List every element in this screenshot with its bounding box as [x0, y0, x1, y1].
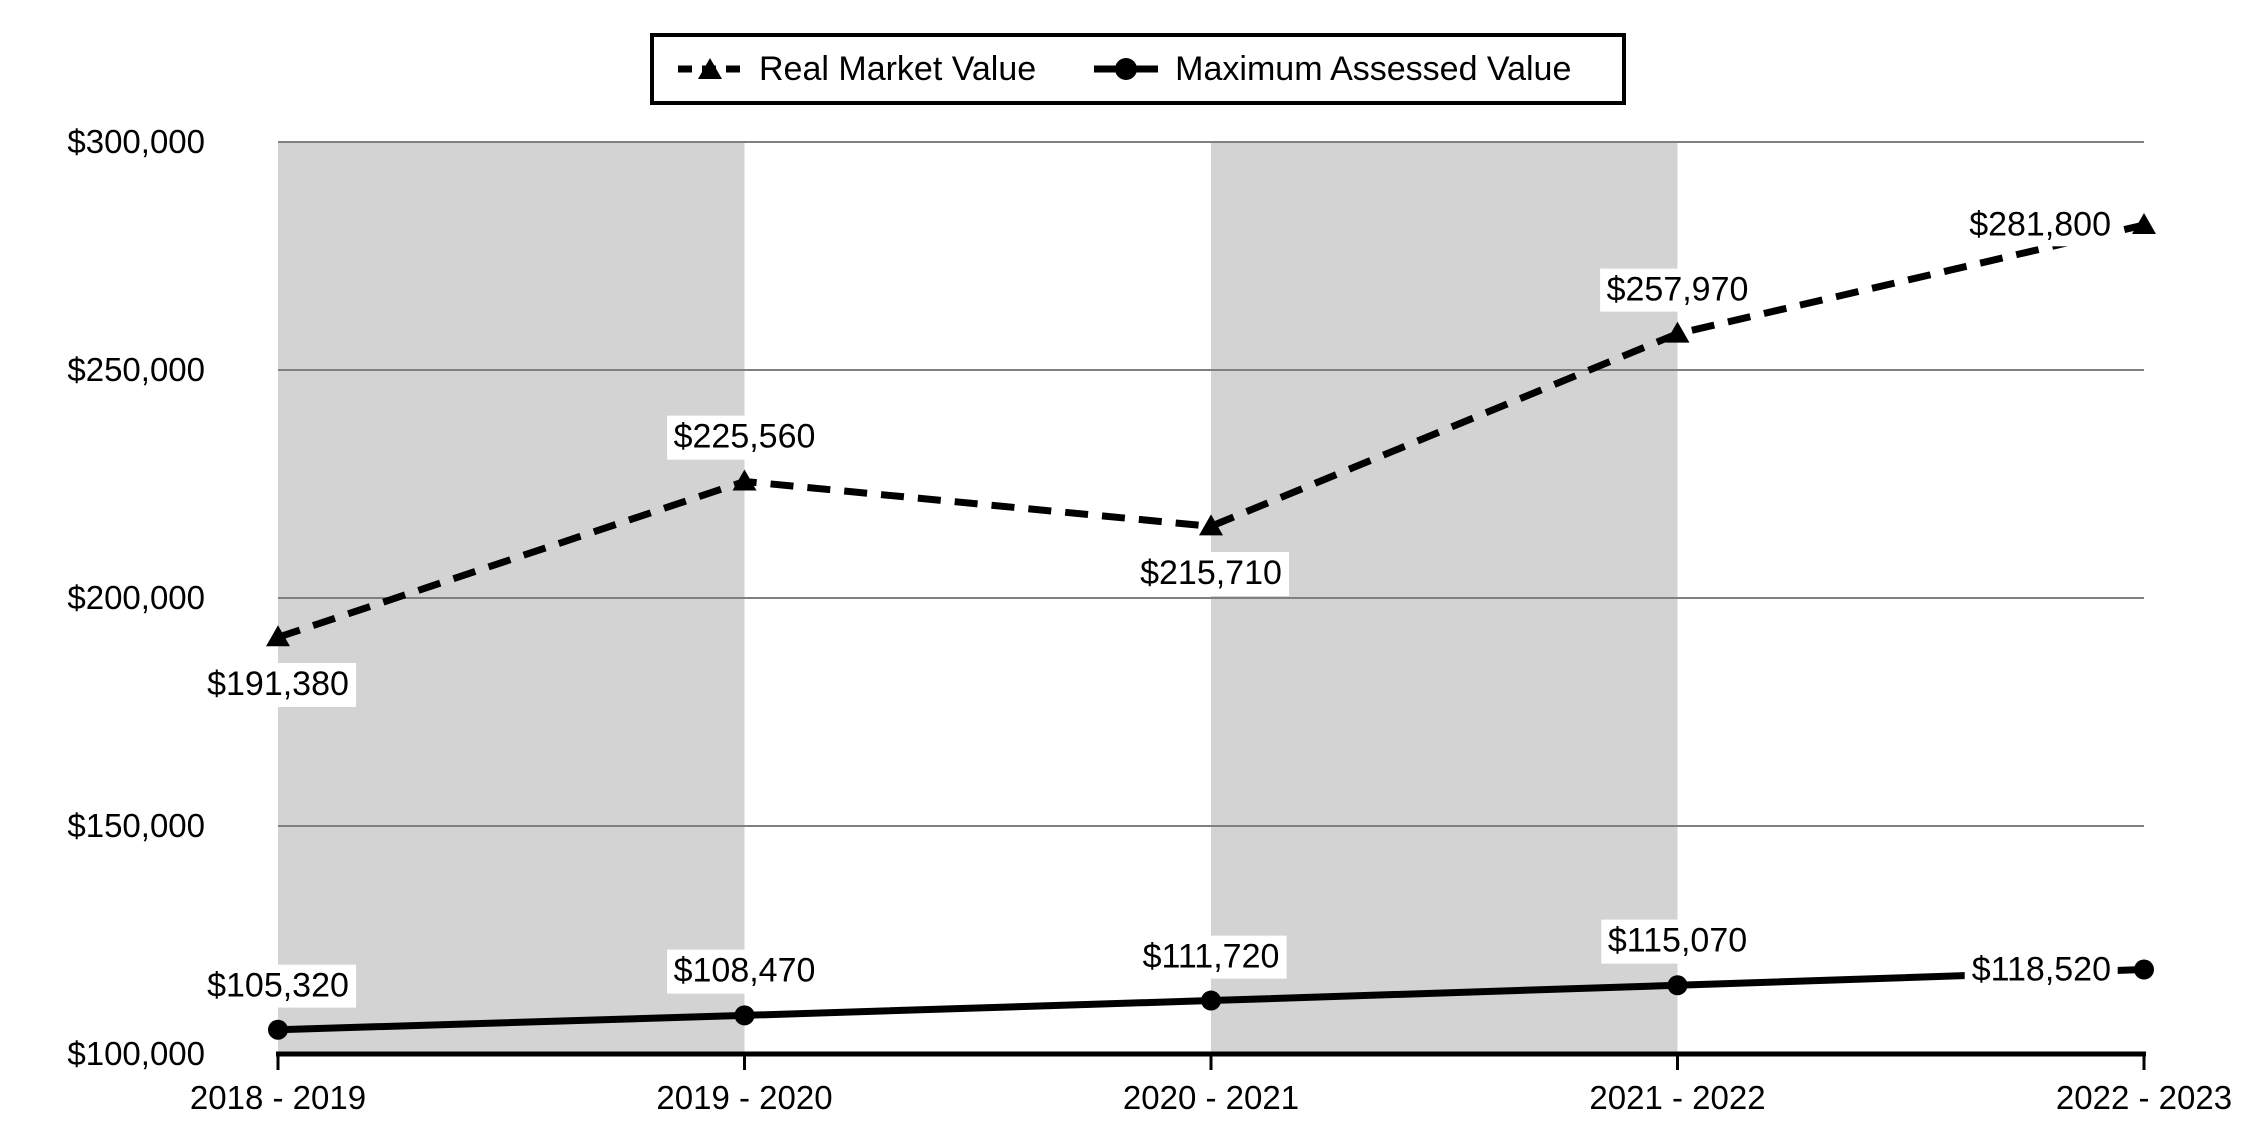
triangle-marker	[1199, 514, 1223, 536]
triangle-marker	[2132, 212, 2156, 234]
circle-marker	[1201, 990, 1221, 1011]
legend-item-maximum-assessed-value: Maximum Assessed Value	[1094, 52, 1571, 86]
data-label: $115,070	[1600, 919, 1755, 964]
data-label: $215,710	[1133, 552, 1289, 596]
data-label: $111,720	[1135, 935, 1287, 979]
legend-label-maximum-assessed-value: Maximum Assessed Value	[1175, 50, 1572, 88]
circle-marker	[268, 1019, 288, 1040]
dashed-line-triangle-icon	[678, 58, 742, 79]
x-tick-label: 2022 - 2023	[2055, 1079, 2233, 1116]
triangle-marker	[1665, 321, 1690, 343]
circle-marker	[2134, 959, 2154, 980]
y-tick-label: $150,000	[67, 807, 205, 844]
data-label: $191,380	[200, 663, 356, 707]
data-label: $118,520	[1964, 947, 2118, 992]
x-tick-label: 2020 - 2021	[1122, 1079, 1300, 1116]
x-tick-label: 2021 - 2022	[1589, 1079, 1766, 1116]
circle-marker	[1667, 975, 1688, 996]
y-tick-label: $250,000	[67, 351, 205, 388]
data-label: $281,800	[1962, 203, 2118, 247]
legend: Real Market Value Maximum Assessed Value	[650, 33, 1626, 105]
triangle-marker	[732, 469, 757, 491]
circle-marker	[734, 1005, 755, 1026]
x-tick-label: 2018 - 2019	[189, 1079, 367, 1116]
triangle-marker	[266, 625, 290, 647]
y-tick-label: $200,000	[67, 579, 205, 616]
data-label: $105,320	[200, 964, 356, 1008]
legend-item-real-market-value: Real Market Value	[678, 52, 1036, 86]
x-tick-label: 2019 - 2020	[656, 1079, 833, 1116]
data-label: $257,970	[1599, 268, 1756, 312]
solid-line-circle-icon	[1094, 58, 1159, 80]
y-tick-label: $100,000	[67, 1035, 205, 1072]
data-label: $108,470	[666, 949, 823, 994]
legend-label-real-market-value: Real Market Value	[759, 50, 1037, 88]
y-tick-label: $300,000	[67, 123, 205, 160]
data-label: $225,560	[666, 416, 823, 460]
